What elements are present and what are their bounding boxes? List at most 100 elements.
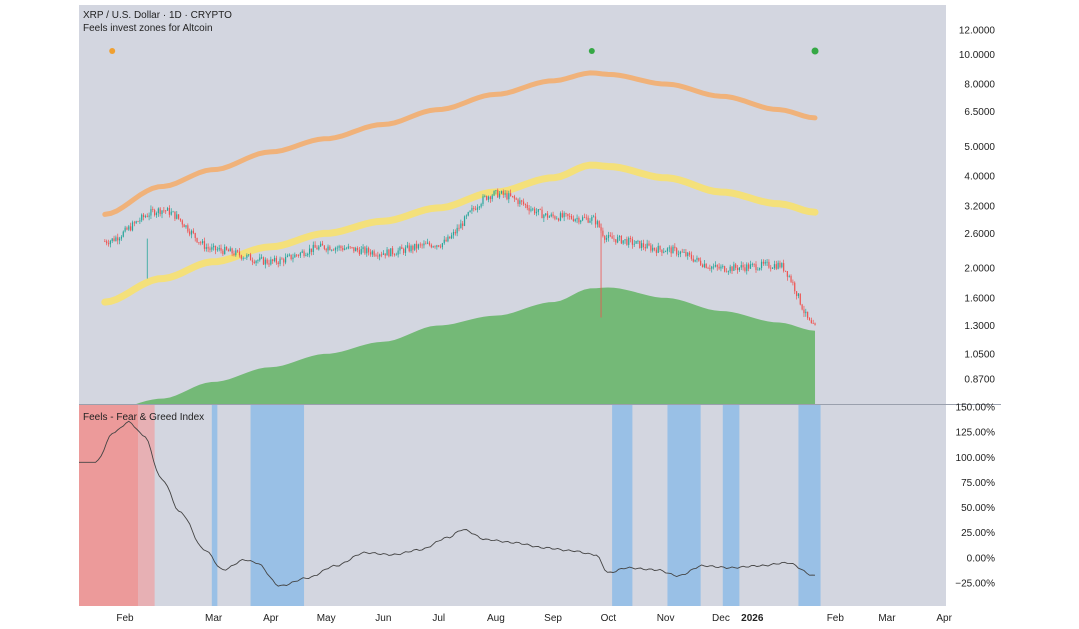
- candle-body: [273, 257, 276, 262]
- yellow-mid-band: [101, 161, 819, 306]
- candle-body: [425, 243, 427, 245]
- candle-body: [325, 248, 327, 251]
- signal-markers: [109, 47, 819, 55]
- candle-body: [688, 252, 691, 255]
- candle-body: [128, 226, 130, 230]
- candle-body: [583, 217, 586, 219]
- indicator-title: Feels invest zones for Altcoin: [83, 23, 213, 34]
- candle-body: [482, 196, 484, 205]
- candle-body: [117, 237, 119, 241]
- fear-greed-line: [79, 420, 816, 587]
- price-axis[interactable]: 12.0000 10.0000 8.0000 6.5000 5.0000 4.0000 3.…: [959, 26, 996, 386]
- index-tick-label: 50.00%: [961, 503, 995, 514]
- fear-zone: [612, 405, 633, 606]
- candle-body: [659, 245, 661, 250]
- candle-body: [463, 216, 466, 226]
- candle-body: [779, 262, 781, 268]
- candle-body: [797, 293, 800, 296]
- candle-body: [161, 210, 163, 215]
- candle-body: [443, 239, 445, 244]
- candle-body: [111, 238, 113, 242]
- candle-body: [264, 259, 266, 265]
- candle-body: [559, 213, 562, 221]
- candle-body: [703, 263, 705, 268]
- candle-body: [211, 247, 213, 250]
- candle-body: [766, 261, 768, 263]
- candle-body: [629, 237, 632, 239]
- candle-body: [436, 245, 438, 247]
- candle-body: [246, 255, 248, 258]
- candle-body: [812, 323, 814, 324]
- candle-body: [109, 241, 111, 245]
- candle-body: [460, 223, 462, 229]
- candle-body: [652, 247, 654, 251]
- candle-body: [587, 217, 589, 223]
- candle-body: [532, 208, 534, 210]
- candle-body: [179, 218, 182, 221]
- candle-body: [489, 196, 491, 199]
- candle-body: [729, 266, 731, 272]
- candle-body: [214, 245, 217, 251]
- candle-body: [591, 216, 593, 221]
- fear-zone: [250, 405, 305, 606]
- candle-body: [268, 263, 270, 265]
- candle-body: [165, 210, 167, 212]
- candle-body: [716, 265, 718, 267]
- index-tick-label: −25.00%: [955, 578, 995, 589]
- candle-body: [445, 239, 447, 242]
- candle-body: [106, 241, 108, 244]
- candle-body: [790, 276, 792, 282]
- candle-body: [358, 250, 360, 255]
- candle-body: [131, 222, 134, 231]
- index-axis[interactable]: 150.00% 125.00% 100.00% 75.00% 50.00% 25.00% 0…: [955, 403, 995, 590]
- candle-body: [124, 227, 126, 232]
- candle-body: [491, 195, 493, 199]
- candle-body: [753, 263, 755, 265]
- time-axis[interactable]: Feb Mar Apr May Jun Jul Aug Sep Oct Nov Dec 2026 Feb…: [116, 613, 952, 624]
- candle-body: [447, 236, 449, 242]
- candle-body: [390, 248, 392, 257]
- candle-body: [122, 231, 124, 237]
- candle-body: [371, 251, 373, 255]
- candle-body: [320, 243, 322, 247]
- candle-body: [218, 247, 220, 250]
- candle-body: [504, 193, 506, 195]
- candle-body: [521, 200, 523, 202]
- candle-body: [709, 268, 711, 269]
- candle-body: [279, 258, 281, 265]
- candle-body: [751, 263, 753, 265]
- candle-body: [196, 237, 198, 243]
- candle-body: [696, 257, 698, 260]
- candle-body: [646, 243, 648, 249]
- candle-body: [351, 247, 353, 248]
- candle-body: [528, 208, 530, 211]
- price-tick-label: 2.6000: [964, 229, 995, 240]
- candle-body: [687, 252, 689, 256]
- candle-body: [622, 240, 624, 244]
- candle-body: [393, 254, 396, 255]
- candle-body: [556, 218, 558, 220]
- candle-body: [736, 267, 739, 271]
- candle-body: [133, 222, 135, 224]
- candle-body: [203, 241, 206, 249]
- price-tick-label: 8.0000: [964, 80, 995, 91]
- candle-body: [355, 248, 357, 252]
- candle-body: [545, 213, 547, 216]
- candle-body: [303, 251, 305, 256]
- candle-body: [639, 240, 641, 249]
- candle-body: [681, 251, 683, 253]
- candle-body: [475, 208, 477, 210]
- candle-body: [174, 211, 176, 219]
- candle-body: [572, 218, 574, 222]
- candle-body: [261, 257, 263, 259]
- candle-body: [347, 246, 349, 249]
- candle-body: [672, 246, 674, 254]
- candle-body: [563, 213, 565, 218]
- candle-body: [272, 259, 274, 262]
- time-tick-label: Sep: [544, 613, 562, 624]
- candle-body: [628, 237, 630, 245]
- candle-body: [439, 246, 442, 248]
- candle-body: [740, 265, 742, 268]
- candle-body: [484, 195, 486, 197]
- candle-body: [535, 211, 538, 214]
